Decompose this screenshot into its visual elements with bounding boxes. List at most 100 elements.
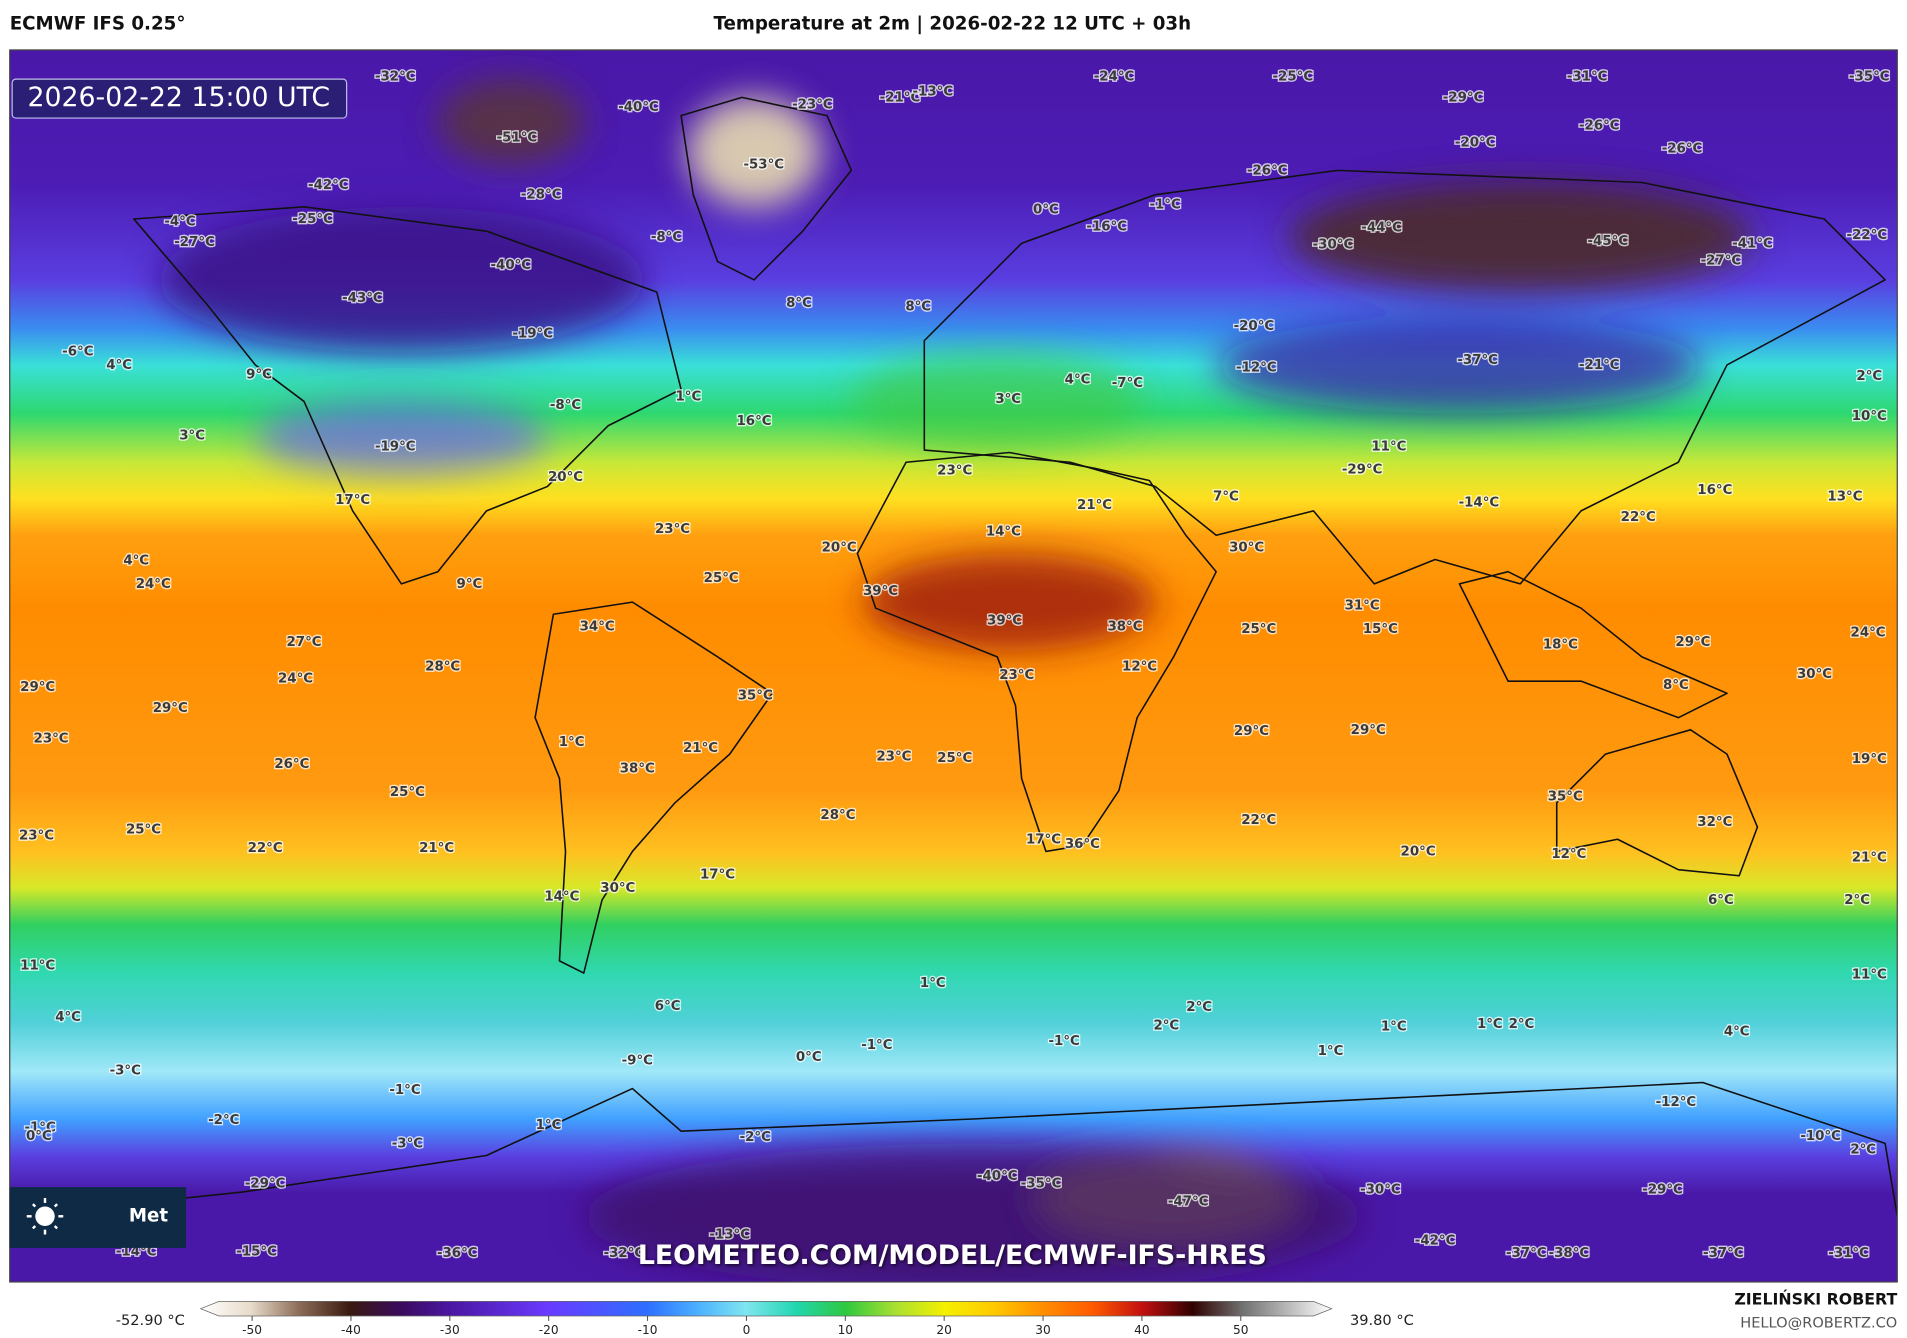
colorbar-tick-label: 0 <box>743 1323 751 1337</box>
temperature-label: 7°C <box>1213 489 1239 504</box>
temperature-label: 28°C <box>425 660 460 675</box>
temperature-label: 38°C <box>1107 619 1142 634</box>
temperature-label: 12°C <box>1551 847 1586 862</box>
temperature-label: 36°C <box>1065 837 1100 852</box>
temperature-label: -21°C <box>1579 358 1620 373</box>
temperature-label: -1°C <box>24 1121 55 1136</box>
temperature-label: -47°C <box>1168 1195 1209 1210</box>
temperature-label: -30°C <box>1313 238 1354 253</box>
temperature-label: -2°C <box>208 1113 239 1128</box>
temperature-label: -35°C <box>1849 70 1890 85</box>
temperature-label: 1°C <box>675 390 701 405</box>
temperature-label: 0°C <box>1033 202 1059 217</box>
temperature-label: 4°C <box>55 1010 81 1025</box>
map-title: Temperature at 2m | 2026-02-22 12 UTC + … <box>713 13 1191 34</box>
temperature-label: 2°C <box>1509 1017 1535 1032</box>
temperature-labels: -53°C-51°C-40°C-32°C-23°C -21°C-13°C-24°C… <box>18 68 1891 1262</box>
temperature-label: 25°C <box>937 751 972 766</box>
temperature-label: -29°C <box>1443 90 1484 105</box>
temperature-label: -24°C <box>1094 70 1135 85</box>
temperature-label: 9°C <box>457 577 483 592</box>
temperature-label: 26°C <box>274 757 309 772</box>
temperature-label: 19°C <box>1852 752 1887 767</box>
map-border <box>9 49 1898 1283</box>
author: ZIELIŃSKI ROBERT <box>1734 1290 1897 1309</box>
temperature-label: -1°C <box>1049 1034 1080 1049</box>
temperature-label: 14°C <box>986 525 1021 540</box>
temperature-label: 34°C <box>580 619 615 634</box>
temperature-label: 29°C <box>153 701 188 716</box>
temperature-label: -13°C <box>913 84 954 99</box>
colorbar-tick-label: 30 <box>1035 1323 1050 1337</box>
temperature-label: 15°C <box>1363 622 1398 637</box>
temperature-label: -25°C <box>292 212 333 227</box>
temperature-label: 6°C <box>1708 893 1734 908</box>
temperature-label: 17°C <box>1026 832 1061 847</box>
colorbar-tick-label: -30 <box>440 1323 460 1337</box>
temperature-label: 17°C <box>335 493 370 508</box>
temperature-label: 4°C <box>1724 1024 1750 1039</box>
temperature-label: -1°C <box>1149 197 1180 212</box>
temperature-label: -29°C <box>1642 1183 1683 1198</box>
temperature-label: -12°C <box>1656 1095 1697 1110</box>
temperature-label: 21°C <box>683 741 718 756</box>
temperature-label: 1°C <box>1318 1044 1344 1059</box>
temperature-label: -37°C <box>1703 1246 1744 1261</box>
temperature-label: -19°C <box>512 326 553 341</box>
temperature-label: 3°C <box>995 392 1021 407</box>
temperature-label: 8°C <box>1663 678 1689 693</box>
temperature-label: -20°C <box>1455 135 1496 150</box>
temperature-label: 8°C <box>786 296 812 311</box>
temperature-label: -42°C <box>308 178 349 193</box>
colorbar-tick-label: -20 <box>539 1323 559 1337</box>
temperature-label: 29°C <box>1234 724 1269 739</box>
colorbar-tick-label: -10 <box>638 1323 658 1337</box>
temperature-label: 4°C <box>123 554 149 569</box>
temperature-label: 2°C <box>1844 893 1870 908</box>
temperature-label: -22°C <box>1847 228 1888 243</box>
temperature-label: -4°C <box>164 214 195 229</box>
temperature-label: -21°C <box>880 90 921 105</box>
colorbar <box>199 1301 1333 1317</box>
temperature-label: 32°C <box>1697 815 1732 830</box>
temperature-label: 30°C <box>1229 540 1264 555</box>
temperature-label: -40°C <box>490 258 531 273</box>
temperature-label: -28°C <box>521 188 562 203</box>
temperature-label: -3°C <box>392 1136 423 1151</box>
temperature-label: 27°C <box>287 635 322 650</box>
temperature-label: -8°C <box>651 230 682 245</box>
temperature-label: 28°C <box>820 808 855 823</box>
temperature-label: 16°C <box>1697 483 1732 498</box>
temperature-label: 0°C <box>26 1129 52 1144</box>
temperature-label: 39°C <box>987 613 1022 628</box>
temperature-label: 30°C <box>1797 667 1832 682</box>
email: HELLO@ROBERTZ.CO <box>1740 1314 1897 1331</box>
temperature-label: -40°C <box>618 100 659 115</box>
temperature-label: 1°C <box>1477 1017 1503 1032</box>
temperature-label: 10°C <box>1852 409 1887 424</box>
temperature-label: -37°C <box>1457 353 1498 368</box>
temperature-label: -29°C <box>1342 463 1383 478</box>
logo-text: Met <box>129 1205 169 1226</box>
temperature-label: 38°C <box>620 762 655 777</box>
temperature-label: -38°C <box>1549 1246 1590 1261</box>
temperature-label: 11°C <box>20 959 55 974</box>
temperature-label: 9°C <box>246 368 272 383</box>
temperature-label: -8°C <box>550 398 581 413</box>
temperature-label: -6°C <box>62 345 93 360</box>
temperature-label: 2°C <box>1856 369 1882 384</box>
timestamp: 2026-02-22 15:00 UTC <box>27 82 330 113</box>
temperature-label: 20°C <box>822 540 857 555</box>
colorbar-ticks: -50 -40 -30 -20 -10 0 10 20 30 40 50 <box>242 1316 1249 1337</box>
temperature-label: -15°C <box>236 1245 277 1260</box>
temperature-label: -1°C <box>861 1038 892 1053</box>
logo-sun <box>26 1198 64 1235</box>
temperature-label: 1°C <box>559 735 585 750</box>
temperature-label: -31°C <box>1828 1246 1869 1261</box>
temperature-label: -19°C <box>375 439 416 454</box>
colorbar-tick-label: 50 <box>1233 1323 1248 1337</box>
temperature-label: 12°C <box>1122 660 1157 675</box>
temperature-label: 21°C <box>1852 851 1887 866</box>
temperature-label: -27°C <box>174 235 215 250</box>
